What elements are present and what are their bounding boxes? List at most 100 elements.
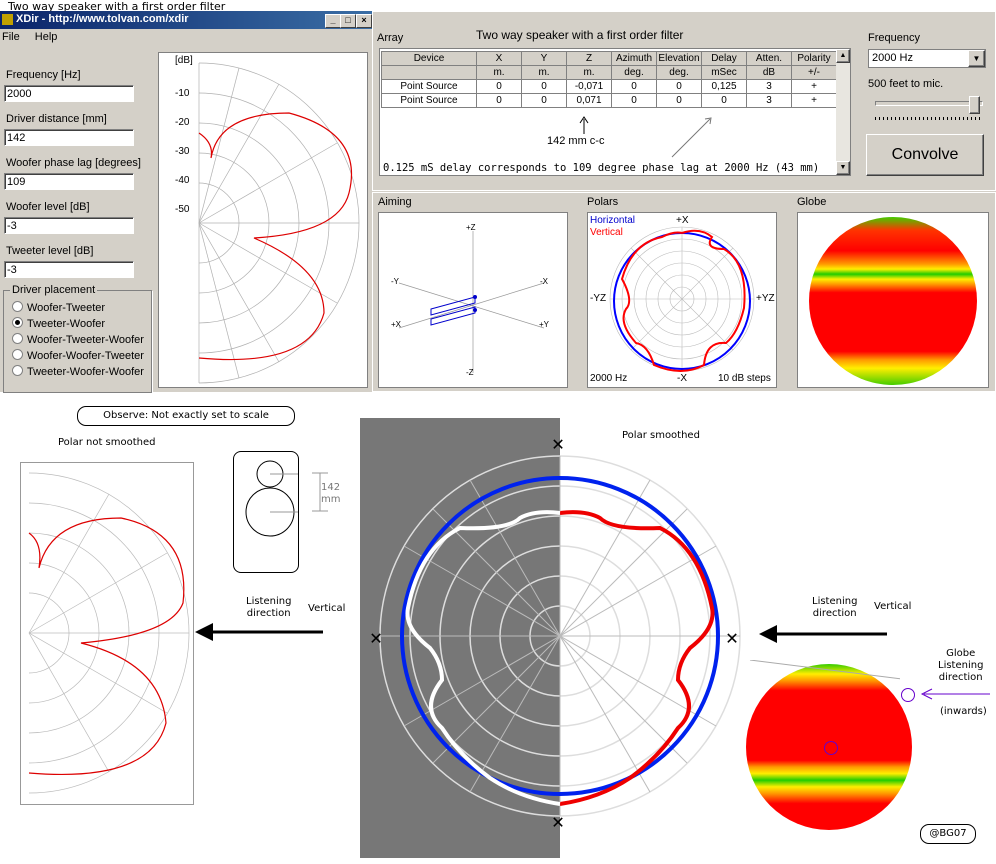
axis-label: -X (677, 373, 687, 384)
maximize-button[interactable]: □ (340, 14, 356, 28)
table-cell[interactable]: 0 (656, 93, 702, 108)
smoothed-polar-graph: ✕ ✕ ✕ ✕ (370, 431, 741, 833)
driver-distance-label: Driver distance [mm] (6, 113, 107, 125)
table-cell[interactable]: + (791, 79, 837, 94)
array-table-box: Device X Y Z Azimuth Elevation Delay Att… (379, 48, 851, 176)
globe-listening-label: Globe Listening direction (938, 648, 983, 684)
db-tick: -30 (175, 146, 190, 157)
table-cell[interactable]: 0 (611, 79, 657, 94)
radio-icon (12, 333, 23, 344)
axis-label: -YZ (590, 293, 607, 304)
text-line: direction (812, 608, 857, 619)
tweeter-level-label: Tweeter level [dB] (6, 245, 94, 257)
radio-tweeter-woofer[interactable]: Tweeter-Woofer (12, 317, 105, 330)
table-cell[interactable]: 3 (746, 79, 792, 94)
table-cell[interactable]: 0 (476, 79, 522, 94)
convolve-button[interactable]: Convolve (866, 134, 984, 176)
unit-cell: dB (746, 65, 792, 80)
text-line: Globe (946, 648, 976, 659)
tweeter-level-input[interactable]: -3 (4, 261, 134, 278)
menu-file[interactable]: File (2, 31, 20, 43)
col-header: Atten. (746, 51, 792, 66)
table-cell[interactable]: + (791, 93, 837, 108)
db-tick: -50 (175, 204, 190, 215)
globe-direction-crosshair-icon (901, 688, 915, 702)
table-cell[interactable]: 0 (521, 79, 567, 94)
globe-label: Globe (797, 196, 827, 208)
listening-direction-right: Listening direction (812, 596, 857, 620)
polar-smoothed-label: Polar smoothed (622, 430, 700, 441)
col-header: Elevation (656, 51, 702, 66)
axis-label: +YZ (756, 293, 775, 304)
distance-slider[interactable] (875, 96, 983, 124)
table-cell[interactable]: 0 (611, 93, 657, 108)
table-row[interactable]: Point Source 0 0 0,071 0 0 0 3 + (381, 93, 837, 108)
minimize-button[interactable]: _ (325, 14, 341, 28)
table-cell[interactable]: 0 (521, 93, 567, 108)
polar-not-smoothed-label: Polar not smoothed (58, 437, 156, 448)
axis-label: +Z (466, 223, 476, 232)
text-line: direction (246, 608, 291, 619)
chevron-down-icon[interactable]: ▼ (968, 50, 985, 67)
radio-woofer-tweeter[interactable]: Woofer-Tweeter (12, 301, 105, 314)
unit-cell: m. (476, 65, 522, 80)
table-units-row: m. m. m. deg. deg. mSec dB +/- (381, 65, 837, 80)
frequency-select[interactable]: 2000 Hz ▼ (868, 49, 986, 68)
driver-distance-input[interactable]: 142 (4, 129, 134, 146)
frequency-input[interactable]: 2000 (4, 85, 134, 102)
col-header: Azimuth (611, 51, 657, 66)
unit-cell: +/- (791, 65, 837, 80)
polars-graph (609, 226, 755, 372)
aiming-axes (398, 231, 545, 373)
legend-vertical: Vertical (590, 227, 623, 238)
dimension-bracket (312, 472, 328, 512)
array-panel: Array Two way speaker with a first order… (372, 11, 996, 392)
array-table: Device X Y Z Azimuth Elevation Delay Att… (381, 51, 837, 108)
table-cell[interactable]: 0 (656, 79, 702, 94)
radio-woofer-woofer-tweeter[interactable]: Woofer-Woofer-Tweeter (12, 349, 144, 362)
radio-tweeter-woofer-woofer[interactable]: Tweeter-Woofer-Woofer (12, 365, 144, 378)
radio-woofer-tweeter-woofer[interactable]: Woofer-Tweeter-Woofer (12, 333, 144, 346)
unit-cell: m. (521, 65, 567, 80)
dim-value: 142 (321, 482, 341, 493)
scroll-down-button[interactable]: ▼ (836, 161, 850, 175)
unit-cell: mSec (701, 65, 747, 80)
table-row[interactable]: Point Source 0 0 -0,071 0 0 0,125 3 + (381, 79, 837, 94)
unit-cell: m. (566, 65, 612, 80)
delay-note: 0.125 mS delay corresponds to 109 degree… (383, 162, 820, 174)
woofer-level-input[interactable]: -3 (4, 217, 134, 234)
woofer-phase-input[interactable]: 109 (4, 173, 134, 190)
table-cell[interactable]: Point Source (381, 79, 477, 94)
globe-view (797, 212, 989, 388)
scroll-up-button[interactable]: ▲ (836, 49, 850, 63)
table-cell[interactable]: 0,125 (701, 79, 747, 94)
aiming-label: Aiming (378, 196, 412, 208)
window-title: XDir - http://www.tolvan.com/xdir (16, 13, 189, 25)
driver-placement-group: Driver placement Woofer-Tweeter Tweeter-… (3, 284, 152, 393)
col-header: Delay (701, 51, 747, 66)
signature-badge: @BG07 (920, 824, 976, 844)
table-cell[interactable]: 0,071 (566, 93, 612, 108)
table-cell[interactable]: -0,071 (566, 79, 612, 94)
window-titlebar[interactable]: XDir - http://www.tolvan.com/xdir _ □ × (0, 11, 372, 29)
table-cell[interactable]: 0 (476, 93, 522, 108)
radio-label: Tweeter-Woofer-Woofer (27, 366, 144, 378)
table-cell[interactable]: 3 (746, 93, 792, 108)
radio-label: Woofer-Tweeter (27, 302, 106, 314)
axis-label: +X (391, 320, 402, 329)
radio-icon (12, 301, 23, 312)
col-header: X (476, 51, 522, 66)
unsmoothed-polar-graph (28, 472, 190, 794)
unit-cell: deg. (656, 65, 702, 80)
table-cell[interactable]: 0 (701, 93, 747, 108)
slider-thumb[interactable] (969, 96, 980, 114)
unsmoothed-polar (20, 462, 194, 805)
table-scrollbar[interactable]: ▲ ▼ (836, 49, 850, 175)
radio-label: Tweeter-Woofer (27, 318, 106, 330)
table-cell[interactable]: Point Source (381, 93, 477, 108)
radio-label: Woofer-Woofer-Tweeter (27, 350, 144, 362)
close-button[interactable]: × (356, 14, 372, 28)
menu-help[interactable]: Help (34, 31, 58, 43)
table-header-row: Device X Y Z Azimuth Elevation Delay Att… (381, 51, 837, 66)
driver-placement-title: Driver placement (10, 284, 98, 296)
